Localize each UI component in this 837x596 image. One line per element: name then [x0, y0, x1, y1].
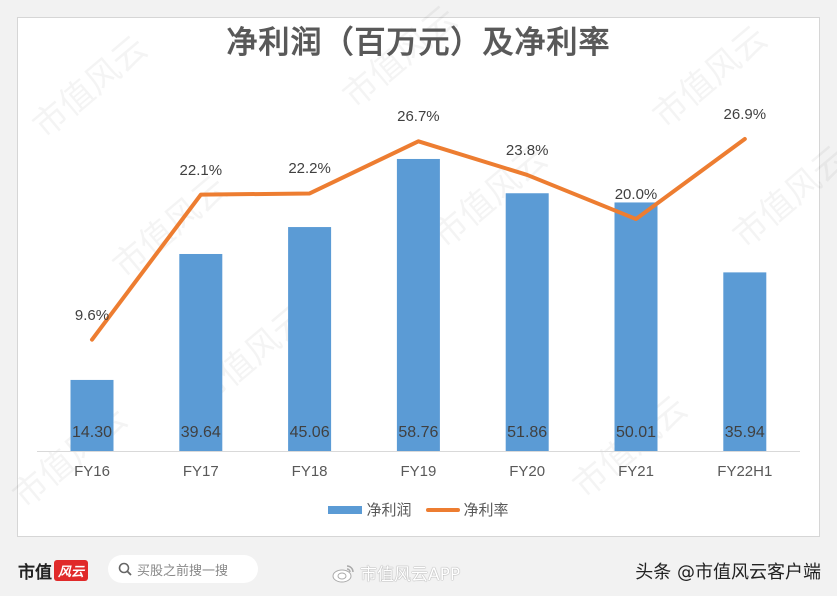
- bar: [723, 272, 767, 451]
- legend: 净利润 净利率: [0, 499, 837, 520]
- bar-value-label: 51.86: [507, 424, 548, 441]
- bar-series: [70, 158, 767, 451]
- x-tick-label: FY19: [400, 463, 437, 480]
- search-icon: [118, 562, 132, 576]
- weibo-handle: 市值风云APP: [332, 560, 460, 585]
- bar: [396, 158, 440, 451]
- bar-value-label: 35.94: [724, 424, 765, 441]
- bar: [614, 202, 658, 451]
- line-value-label: 20.0%: [614, 186, 658, 203]
- brand-logo: 市值 风云: [18, 558, 89, 583]
- line-value-label: 9.6%: [74, 306, 110, 324]
- line-value-label: 22.2%: [288, 160, 331, 178]
- bar: [288, 227, 332, 451]
- legend-item-net-margin[interactable]: 净利率: [425, 499, 509, 520]
- line-value-label: 23.8%: [505, 141, 549, 159]
- x-tick-label: FY16: [74, 463, 110, 480]
- bar-value-label: 50.01: [615, 424, 657, 441]
- bar-value-label: 14.30: [71, 424, 113, 441]
- search-input[interactable]: 买股之前搜一搜: [108, 555, 258, 583]
- line-value-label: 26.9%: [723, 105, 767, 123]
- x-tick-label: FY20: [509, 463, 546, 480]
- bar: [70, 379, 114, 451]
- bar-value-label: 39.64: [180, 424, 221, 441]
- x-tick-label: FY17: [182, 463, 219, 480]
- x-tick-label: FY18: [291, 463, 328, 480]
- line-series: [90, 136, 747, 342]
- weibo-icon: [332, 564, 354, 582]
- bar-value-label: 58.76: [398, 424, 439, 441]
- x-tick-label: FY22H1: [717, 463, 773, 480]
- line-value-label: 26.7%: [397, 108, 440, 126]
- legend-item-net-profit[interactable]: 净利润: [328, 499, 412, 520]
- line-value-label: 22.1%: [179, 161, 223, 179]
- bar-value-label: 45.06: [289, 424, 330, 441]
- footer-bar: 市值 风云 买股之前搜一搜 市值风云APP 头条 @市值风云客户端: [0, 548, 837, 594]
- toutiao-handle: 头条 @市值风云客户端: [635, 562, 821, 583]
- chart-title: 净利润（百万元）及净利率: [226, 25, 611, 61]
- bar-swatch-icon: [328, 505, 363, 514]
- bar: [179, 253, 223, 451]
- bar: [505, 193, 549, 451]
- brand-badge: 风云: [54, 560, 89, 581]
- x-tick-label: FY21: [618, 463, 654, 480]
- line-swatch-icon: [425, 507, 460, 512]
